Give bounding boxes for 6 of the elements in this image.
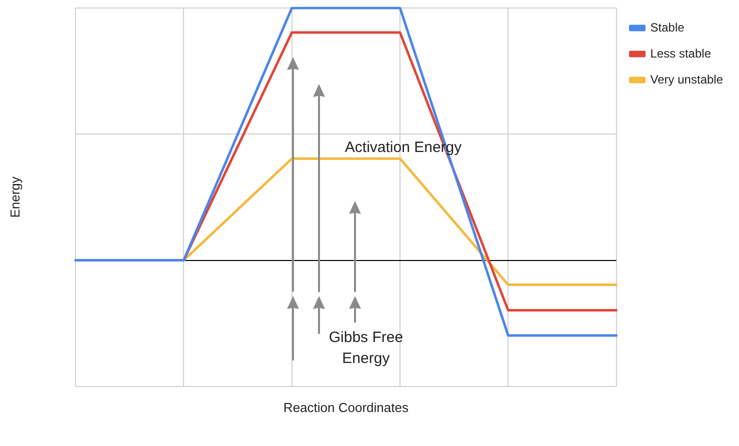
x-axis-title: Reaction Coordinates xyxy=(283,400,409,415)
y-axis-title: Energy xyxy=(7,176,22,218)
legend-label: Stable xyxy=(650,20,685,34)
legend-label: Less stable xyxy=(650,46,712,60)
legend-label: Very unstable xyxy=(650,72,724,86)
annotation: Gibbs Free Energy xyxy=(328,329,404,368)
